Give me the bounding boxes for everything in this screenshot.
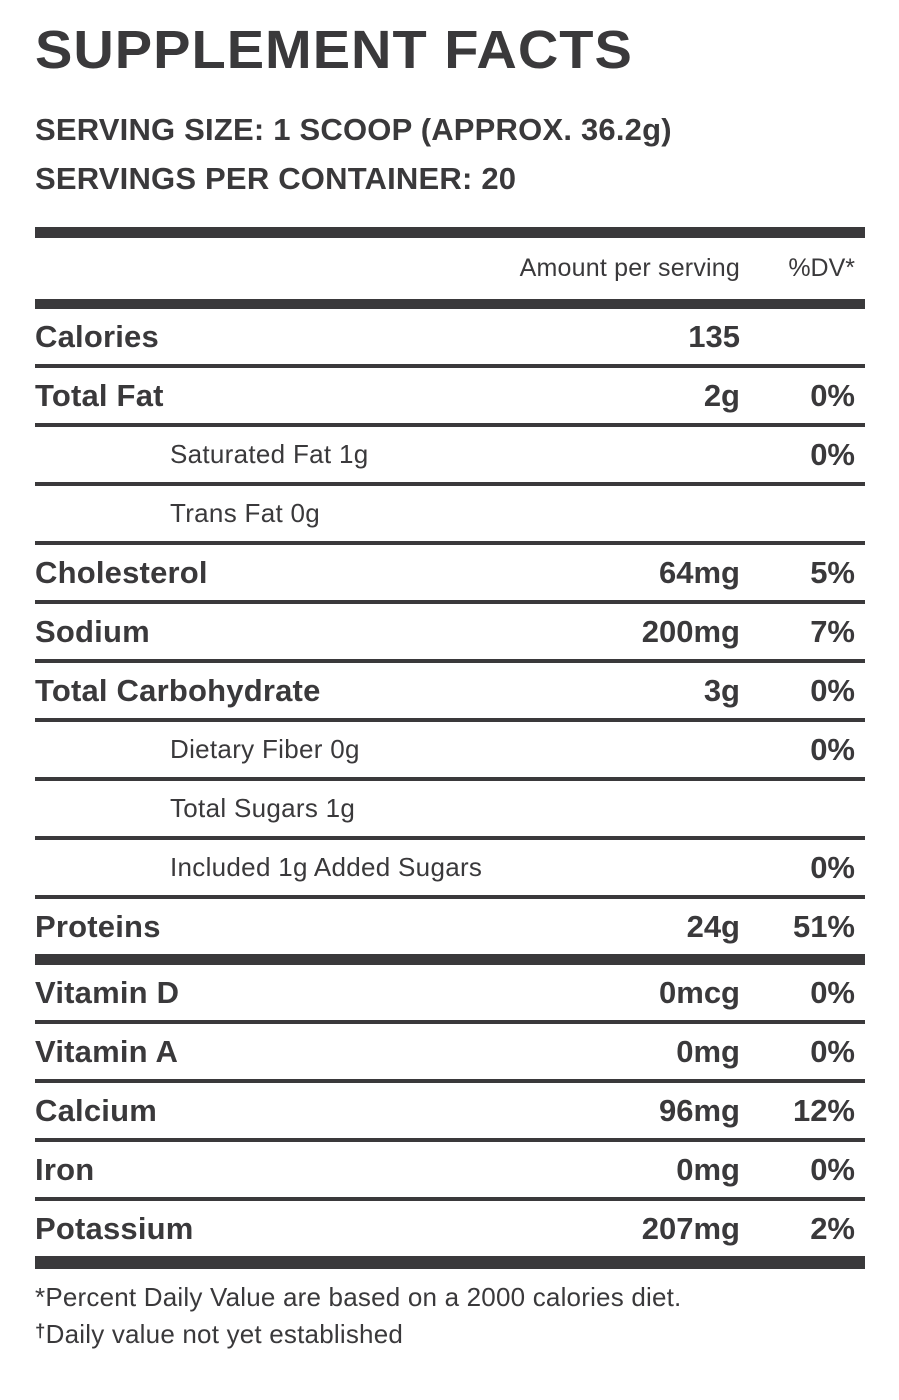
table-row-cholesterol: Cholesterol 64mg 5% — [35, 545, 865, 604]
nutrient-label: Calories — [35, 318, 159, 354]
nutrient-label: Vitamin D — [35, 974, 180, 1010]
table-row-proteins: Proteins 24g 51% — [35, 899, 865, 954]
nutrient-label: Calcium — [35, 1092, 157, 1128]
nutrient-dv: 0% — [810, 436, 855, 472]
table-row-calcium: Calcium 96mg 12% — [35, 1083, 865, 1142]
table-row-total-carbohydrate: Total Carbohydrate 3g 0% — [35, 663, 865, 722]
divider-thick-bottom — [35, 1256, 865, 1269]
nutrient-label: Saturated Fat 1g — [170, 439, 369, 469]
column-header-amount: Amount per serving — [519, 254, 740, 282]
nutrient-amount: 2g — [703, 377, 740, 413]
footnote-daily-value: †Daily value not yet established — [35, 1314, 865, 1351]
panel-title: SUPPLEMENT FACTS — [35, 19, 633, 80]
nutrient-dv: 0% — [810, 377, 855, 413]
nutrient-dv: 0% — [810, 672, 855, 708]
table-row-total-sugars: Total Sugars 1g — [35, 781, 865, 840]
nutrient-label: Potassium — [35, 1210, 194, 1246]
table-row-sodium: Sodium 200mg 7% — [35, 604, 865, 663]
footnote-text: Daily value not yet established — [45, 1319, 404, 1349]
nutrient-dv: 51% — [792, 908, 855, 944]
nutrient-dv: 0% — [810, 1033, 855, 1069]
nutrient-amount: 207mg — [641, 1210, 740, 1246]
footnotes: *Percent Daily Value are based on a 2000… — [35, 1281, 865, 1351]
nutrient-label: Total Fat — [35, 377, 164, 413]
nutrient-dv: 5% — [810, 554, 855, 590]
nutrient-dv: 0% — [810, 974, 855, 1010]
table-row-potassium: Potassium 207mg 2% — [35, 1201, 865, 1256]
divider-thick-after-proteins — [35, 954, 865, 965]
table-row-added-sugars: Included 1g Added Sugars 0% — [35, 840, 865, 899]
nutrient-amount: 96mg — [659, 1092, 740, 1128]
nutrient-label: Trans Fat 0g — [170, 498, 321, 528]
nutrient-amount: 0mg — [676, 1151, 740, 1187]
nutrient-amount: 135 — [688, 318, 740, 354]
nutrient-amount: 3g — [703, 672, 740, 708]
divider-thick-top — [35, 227, 865, 238]
column-header-dv: %DV* — [788, 254, 855, 282]
nutrient-dv: 2% — [810, 1210, 855, 1246]
nutrient-label: Iron — [35, 1151, 95, 1187]
nutrient-amount: 0mcg — [659, 974, 740, 1010]
nutrient-dv: 0% — [810, 1151, 855, 1187]
nutrient-dv: 12% — [792, 1092, 855, 1128]
nutrient-label: Dietary Fiber 0g — [170, 734, 360, 764]
nutrient-amount: 64mg — [659, 554, 740, 590]
asterisk-symbol: * — [35, 1282, 46, 1312]
table-row-trans-fat: Trans Fat 0g — [35, 486, 865, 545]
nutrient-label: Vitamin A — [35, 1033, 179, 1069]
supplement-facts-panel: SUPPLEMENT FACTS SERVING SIZE: 1 SCOOP (… — [35, 22, 865, 1351]
nutrient-dv: 0% — [810, 849, 855, 885]
nutrient-amount: 24g — [686, 908, 740, 944]
table-row-iron: Iron 0mg 0% — [35, 1142, 865, 1201]
nutrient-dv: 0% — [810, 731, 855, 767]
table-row-dietary-fiber: Dietary Fiber 0g 0% — [35, 722, 865, 781]
nutrient-label: Sodium — [35, 613, 150, 649]
nutrient-label: Total Sugars 1g — [170, 793, 356, 823]
table-column-headers: Amount per serving %DV* — [35, 238, 865, 299]
table-row-saturated-fat: Saturated Fat 1g 0% — [35, 427, 865, 486]
dagger-symbol: † — [35, 1320, 46, 1341]
nutrient-amount: 0mg — [676, 1033, 740, 1069]
serving-size: SERVING SIZE: 1 SCOOP (APPROX. 36.2g) — [35, 112, 672, 147]
footnote-dv-basis: *Percent Daily Value are based on a 2000… — [35, 1281, 865, 1314]
table-row-total-fat: Total Fat 2g 0% — [35, 368, 865, 427]
table-row-vitamin-a: Vitamin A 0mg 0% — [35, 1024, 865, 1083]
nutrient-label: Cholesterol — [35, 554, 208, 590]
nutrient-amount: 200mg — [641, 613, 740, 649]
table-row-vitamin-d: Vitamin D 0mcg 0% — [35, 965, 865, 1024]
nutrient-label: Proteins — [35, 908, 161, 944]
divider-thick-under-header — [35, 299, 865, 309]
table-row-calories: Calories 135 — [35, 309, 865, 368]
nutrient-label: Total Carbohydrate — [35, 672, 321, 708]
footnote-text: Percent Daily Value are based on a 2000 … — [45, 1282, 682, 1312]
nutrient-dv: 7% — [810, 613, 855, 649]
servings-per-container: SERVINGS PER CONTAINER: 20 — [35, 161, 517, 196]
nutrient-label: Included 1g Added Sugars — [170, 852, 483, 882]
